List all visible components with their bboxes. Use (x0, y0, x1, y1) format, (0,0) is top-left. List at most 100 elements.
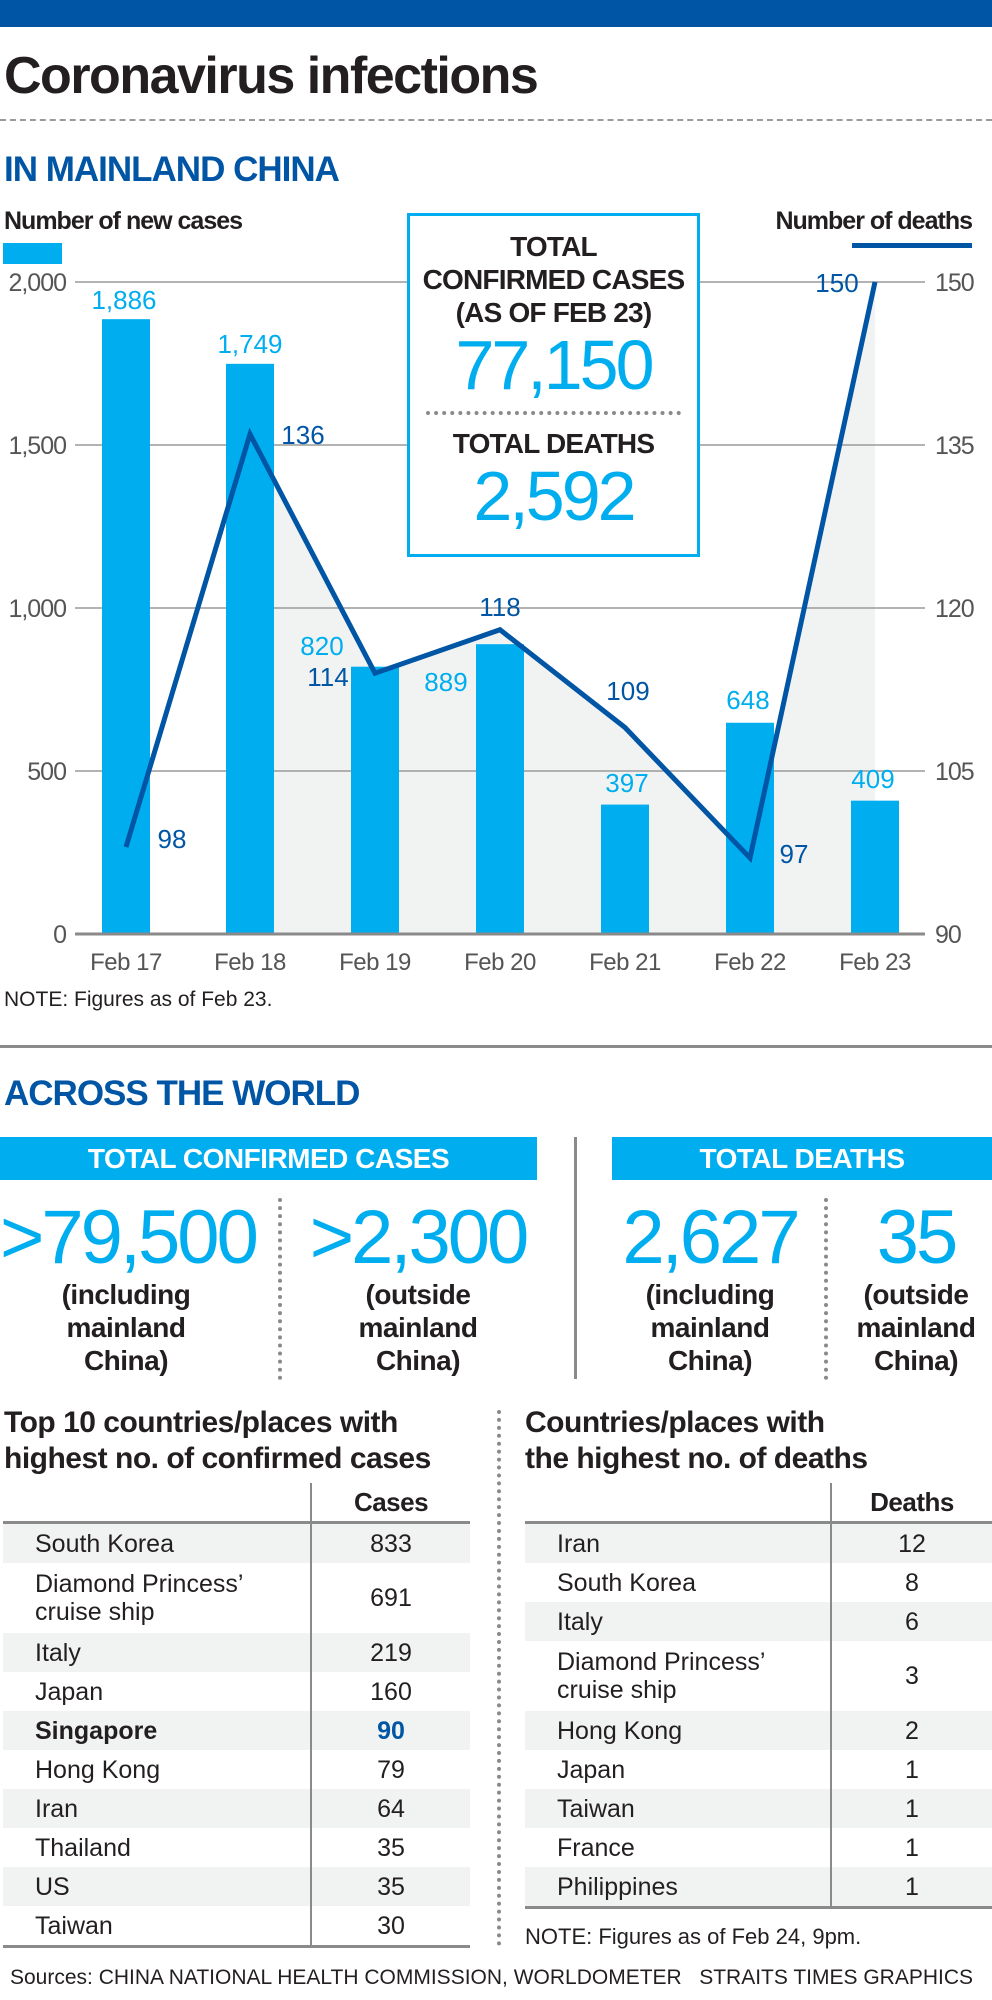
bar-value-label: 648 (726, 685, 769, 715)
country-cell: US (3, 1867, 312, 1906)
right-tick-label: 120 (935, 595, 974, 623)
value-cell: 6 (831, 1602, 992, 1641)
x-tick-label: Feb 23 (839, 949, 911, 976)
country-cell: Hong Kong (3, 1750, 312, 1789)
stat-value: 2,627 (622, 1195, 800, 1280)
value-cell: 219 (311, 1633, 470, 1672)
title-line: Countries/places with (525, 1406, 825, 1439)
deaths-value-label: 114 (307, 662, 348, 692)
bar-feb-17 (102, 319, 150, 934)
value-cell: 30 (311, 1906, 470, 1948)
table-row: France 1 (525, 1828, 992, 1867)
mainland-note: NOTE: Figures as of Feb 23. (4, 988, 273, 1011)
deaths-table: Deaths Iran 12 South Korea 8 Italy 6 Diamond P… (525, 1483, 992, 1909)
value-cell: 2 (831, 1711, 992, 1750)
country-name: cruise ship (557, 1676, 677, 1704)
deaths-legend-line (852, 243, 972, 248)
deaths-value-label: 97 (780, 839, 809, 869)
left-tick-label: 2,000 (8, 269, 66, 297)
deaths-value-label: 98 (158, 824, 187, 854)
table-row: Iran 64 (3, 1789, 470, 1828)
section-title-world: ACROSS THE WORLD (4, 1074, 360, 1113)
bar-feb-18 (226, 363, 274, 934)
deaths-header: Deaths (831, 1483, 992, 1524)
right-tick-label: 105 (935, 758, 974, 786)
table-row: US 35 (3, 1867, 470, 1906)
title-line: Top 10 countries/places with (4, 1406, 398, 1439)
value-cell: 160 (370, 1677, 412, 1706)
stat-caption: (outside (863, 1279, 969, 1310)
value-cell: 833 (311, 1522, 470, 1563)
country-name: Taiwan (35, 1911, 113, 1940)
country-name: Philippines (557, 1872, 678, 1901)
deaths-label: TOTAL DEATHS (452, 428, 655, 459)
cases-table: Cases South Korea 833 Diamond Princess’ cru… (3, 1483, 470, 1948)
left-axis-title: Number of new cases (4, 207, 243, 235)
bar-value-label: 397 (605, 768, 648, 798)
left-tick-label: 1,500 (8, 432, 66, 460)
stat-value: >2,300 (309, 1195, 530, 1280)
table-row: Diamond Princess’ cruise ship 691 (3, 1563, 470, 1633)
stat-world-deaths: 2,627 (including mainland China) (610, 1198, 810, 1377)
country-name: cruise ship (35, 1598, 155, 1626)
country-cell: Taiwan (3, 1906, 312, 1948)
value-cell: 35 (377, 1833, 405, 1862)
deaths-table-title: Countries/places with the highest no. of… (525, 1405, 868, 1477)
total-cases-value: 77,150 (455, 326, 654, 404)
left-tick-label: 0 (53, 921, 66, 949)
bar-value-label: 409 (851, 764, 894, 794)
value-cell: 8 (905, 1568, 919, 1597)
stat-value: >79,500 (0, 1195, 259, 1280)
table-row: Hong Kong 79 (3, 1750, 470, 1789)
table-row: Thailand 35 (3, 1828, 470, 1867)
table-row: Diamond Princess’ cruise ship 3 (525, 1641, 992, 1711)
stat-caption: China) (667, 1345, 753, 1376)
value-cell: 1 (905, 1755, 919, 1784)
header-blank (525, 1483, 832, 1524)
stat-caption: (including (61, 1279, 191, 1310)
table-row: South Korea 833 (3, 1522, 470, 1563)
stat-caption: mainland (856, 1312, 976, 1343)
value-cell: 3 (905, 1662, 919, 1690)
country-cell: South Korea (3, 1522, 312, 1563)
cases-legend-swatch (3, 243, 62, 264)
table-row: Japan 160 (3, 1672, 470, 1711)
deaths-value-label: 136 (281, 420, 324, 450)
dotted-separator (278, 1198, 282, 1380)
country-name: Diamond Princess’ (557, 1648, 766, 1676)
stat-outside-cases: >2,300 (outside mainland China) (300, 1198, 536, 1377)
country-cell: Philippines (525, 1867, 832, 1909)
bar-value-label: 820 (300, 631, 343, 661)
right-tick-label: 135 (935, 432, 974, 460)
country-name: US (35, 1872, 70, 1901)
country-name: South Korea (557, 1568, 696, 1597)
table-row: Philippines 1 (525, 1867, 992, 1909)
title-line: highest no. of confirmed cases (4, 1442, 431, 1475)
country-cell: Diamond Princess’ cruise ship (525, 1641, 832, 1711)
stat-outside-deaths: 35 (outside mainland China) (840, 1198, 992, 1377)
country-name: Italy (557, 1607, 603, 1636)
value-cell: 1 (831, 1867, 992, 1909)
value-cell: 691 (370, 1584, 412, 1612)
table-row: Italy 6 (525, 1602, 992, 1641)
deaths-value-label: 109 (606, 676, 649, 706)
x-tick-label: Feb 18 (214, 949, 286, 976)
bar-value-label: 1,886 (91, 285, 156, 315)
total-deaths-header: TOTAL DEATHS (612, 1137, 992, 1180)
right-axis-title: Number of deaths (775, 207, 973, 235)
country-name: Iran (35, 1794, 79, 1823)
table-row: Singapore 90 (3, 1711, 470, 1750)
bar-feb-23 (851, 800, 899, 934)
cases-table-title: Top 10 countries/places with highest no.… (4, 1405, 431, 1477)
x-tick-label: Feb 22 (714, 949, 786, 976)
stat-value: 35 (876, 1195, 959, 1280)
header-blank (3, 1483, 312, 1524)
bar-feb-22 (726, 722, 774, 934)
x-tick-label: Feb 20 (464, 949, 536, 976)
country-name: Italy (35, 1638, 81, 1667)
left-tick-label: 1,000 (8, 595, 66, 623)
mainland-chart: 0 500 1,000 1,500 2,000 90 105 120 135 150 Feb 17 F… (8, 268, 974, 976)
dotted-separator (497, 1410, 501, 1946)
stat-caption: (including (645, 1279, 775, 1310)
country-name: Diamond Princess’ (35, 1570, 244, 1598)
